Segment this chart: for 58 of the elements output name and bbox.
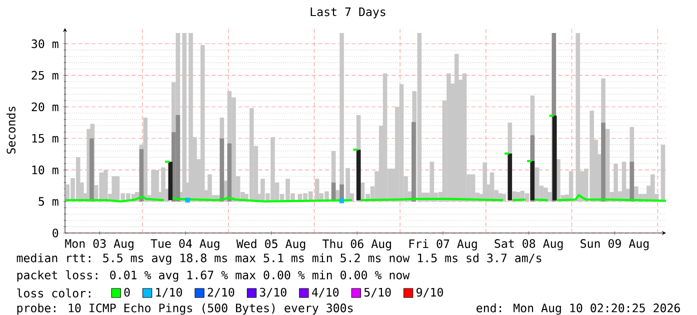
x-tick-label: Thu 06 Aug bbox=[322, 239, 391, 250]
bar bbox=[462, 73, 467, 202]
bar bbox=[161, 167, 166, 202]
legend-label: 2/10 bbox=[208, 288, 234, 298]
bar bbox=[154, 170, 159, 202]
bar bbox=[182, 33, 187, 202]
bar bbox=[143, 118, 148, 202]
bar bbox=[356, 150, 361, 200]
legend-label: 4/10 bbox=[312, 288, 339, 298]
legend-label: 5/10 bbox=[364, 288, 391, 298]
bar bbox=[176, 115, 180, 202]
y-tick-label: 0 bbox=[52, 228, 58, 238]
bar bbox=[208, 174, 212, 202]
x-tick-label: Wed 05 Aug bbox=[236, 239, 306, 250]
text: probe: 10 ICMP Echo Pings (500 Bytes) every 300s bbox=[17, 303, 353, 315]
y-tick-label: 10 m bbox=[32, 166, 58, 174]
bar bbox=[508, 154, 512, 200]
x-tick-label: Tue 04 Aug bbox=[150, 239, 220, 250]
bar bbox=[200, 45, 205, 202]
bar bbox=[412, 122, 416, 202]
x-tick-label: Sun 09 Aug bbox=[580, 239, 649, 250]
legend-label: 0 bbox=[124, 288, 130, 297]
x-tick-label: Sat 08 Aug bbox=[494, 239, 563, 250]
legend-title: loss color: bbox=[17, 288, 90, 298]
y-tick-label: 30 m bbox=[32, 39, 58, 48]
bar bbox=[90, 138, 94, 202]
bar bbox=[482, 162, 488, 202]
y-tick-label: 15 m bbox=[32, 134, 58, 143]
bar bbox=[399, 84, 404, 202]
y-tick-label: 20 m bbox=[32, 102, 58, 112]
x-tick-label: Mon 03 Aug bbox=[65, 239, 134, 250]
y-tick-label: 5 m bbox=[38, 197, 58, 206]
legend-label: 1/10 bbox=[156, 288, 182, 298]
bar bbox=[576, 33, 580, 202]
bar bbox=[650, 174, 655, 202]
chart-title: Last 7 Days bbox=[310, 8, 386, 18]
bar bbox=[660, 144, 666, 202]
text: median rtt: 5.5 ms avg 18.8 ms max 5.1 ms min 5.2 ms now 1.5 ms sd 3.7 am/s bbox=[16, 253, 542, 265]
bar bbox=[530, 161, 535, 200]
bar bbox=[605, 128, 610, 202]
bar bbox=[227, 143, 232, 202]
x-tick-label: Fri 07 Aug bbox=[409, 239, 477, 250]
bar bbox=[168, 162, 173, 200]
legend-label: 3/10 bbox=[260, 288, 286, 298]
legend-label: 9/10 bbox=[416, 288, 443, 298]
y-axis-title: Seconds bbox=[6, 106, 16, 154]
bar bbox=[601, 122, 606, 202]
text: end: Mon Aug 10 02:20:25 2026 bbox=[476, 303, 680, 315]
bar bbox=[552, 116, 557, 200]
bar bbox=[446, 73, 451, 202]
bar bbox=[220, 138, 224, 202]
y-tick-label: 25 m bbox=[32, 70, 58, 80]
bar bbox=[454, 54, 459, 202]
bar bbox=[614, 164, 618, 202]
bar bbox=[188, 33, 193, 202]
text: packet loss: 0.01 % avg 1.67 % max 0.00 % min 0.00 % now bbox=[17, 270, 410, 282]
bar bbox=[502, 194, 506, 202]
bar bbox=[382, 73, 388, 202]
